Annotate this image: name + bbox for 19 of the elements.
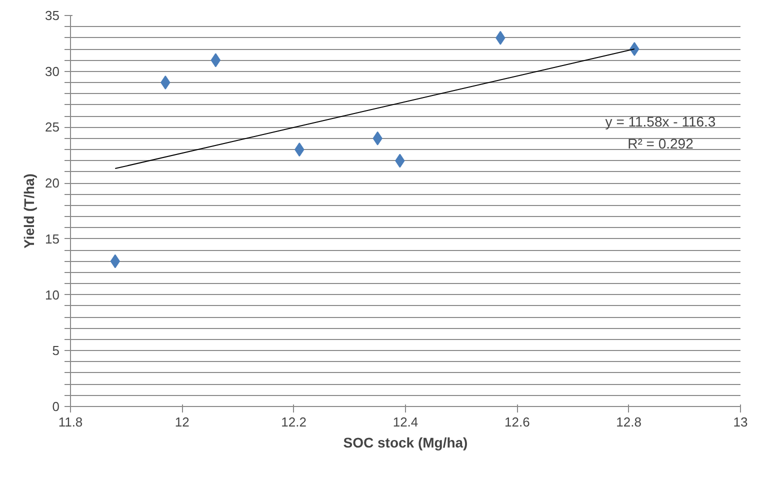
x-tick-label: 12.2 (281, 414, 306, 430)
x-tick-label: 12.6 (504, 414, 530, 430)
x-tick-label: 12.4 (392, 414, 418, 430)
x-tick-label: 13 (733, 414, 748, 430)
y-tick-label: 10 (45, 287, 60, 302)
x-tick-label: 11.8 (58, 414, 83, 430)
y-tick-label: 25 (45, 120, 60, 135)
y-tick-label: 15 (45, 231, 60, 246)
y-tick-label: 0 (52, 399, 60, 414)
y-tick-label: 5 (52, 343, 60, 358)
y-tick-label: 35 (45, 8, 60, 23)
y-tick-label: 30 (45, 64, 60, 79)
annotation: y = 11.58x - 116.3 (605, 114, 716, 130)
x-tick-label: 12 (174, 414, 190, 430)
y-axis-title: Yield (T/ha) (21, 174, 38, 248)
y-tick-label: 20 (45, 176, 60, 191)
x-axis-title: SOC stock (Mg/ha) (343, 434, 468, 450)
annotation: R² = 0.292 (628, 136, 694, 152)
x-tick-label: 12.8 (616, 414, 642, 430)
